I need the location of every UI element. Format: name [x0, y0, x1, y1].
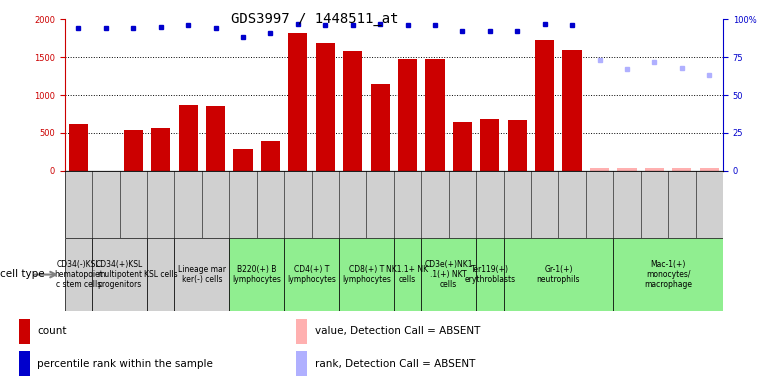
Bar [504, 238, 613, 311]
Bar [284, 238, 339, 311]
Text: cell type: cell type [0, 269, 45, 279]
Bar [480, 119, 499, 171]
Text: Ter119(+)
erythroblasts: Ter119(+) erythroblasts [464, 265, 515, 284]
Text: rank, Detection Call = ABSENT: rank, Detection Call = ABSENT [314, 359, 475, 369]
Bar [65, 171, 723, 238]
Bar [68, 124, 88, 171]
Bar [339, 238, 393, 311]
Bar [371, 84, 390, 171]
Text: Lineage mar
ker(-) cells: Lineage mar ker(-) cells [178, 265, 226, 284]
Bar [699, 168, 719, 171]
Bar [476, 238, 504, 311]
Bar [288, 33, 307, 171]
Bar [393, 238, 422, 311]
Bar [535, 40, 554, 171]
Text: count: count [37, 326, 66, 336]
Text: GDS3997 / 1448511_at: GDS3997 / 1448511_at [231, 12, 399, 25]
Bar [316, 43, 335, 171]
Bar [422, 238, 476, 311]
Bar [617, 168, 636, 171]
Text: NK1.1+ NK
cells: NK1.1+ NK cells [387, 265, 428, 284]
Bar [398, 59, 417, 171]
Text: value, Detection Call = ABSENT: value, Detection Call = ABSENT [314, 326, 480, 336]
Bar [296, 319, 307, 344]
Text: KSL cells: KSL cells [144, 270, 177, 279]
Bar [174, 238, 229, 311]
Text: percentile rank within the sample: percentile rank within the sample [37, 359, 213, 369]
Bar [229, 238, 284, 311]
Text: CD3e(+)NK1
.1(+) NKT
cells: CD3e(+)NK1 .1(+) NKT cells [425, 260, 473, 290]
Bar [343, 51, 362, 171]
Bar [234, 149, 253, 171]
Bar [18, 351, 30, 376]
Bar [562, 50, 581, 171]
Text: B220(+) B
lymphocytes: B220(+) B lymphocytes [232, 265, 281, 284]
Text: Mac-1(+)
monocytes/
macrophage: Mac-1(+) monocytes/ macrophage [644, 260, 692, 290]
Bar [206, 106, 225, 171]
Bar [425, 59, 444, 171]
Bar [645, 168, 664, 171]
Text: CD4(+) T
lymphocytes: CD4(+) T lymphocytes [287, 265, 336, 284]
Bar [672, 168, 692, 171]
Bar [453, 122, 472, 171]
Bar [151, 128, 170, 171]
Bar [123, 130, 143, 171]
Bar [179, 104, 198, 171]
Text: Gr-1(+)
neutrophils: Gr-1(+) neutrophils [537, 265, 580, 284]
Bar [508, 121, 527, 171]
Bar [18, 319, 30, 344]
Bar [296, 351, 307, 376]
Text: CD34(+)KSL
multipotent
progenitors: CD34(+)KSL multipotent progenitors [96, 260, 143, 290]
Bar [147, 238, 174, 311]
Bar [65, 238, 92, 311]
Text: CD8(+) T
lymphocytes: CD8(+) T lymphocytes [342, 265, 391, 284]
Bar [261, 141, 280, 171]
Bar [92, 238, 147, 311]
Text: CD34(-)KSL
hematopoiet
c stem cells: CD34(-)KSL hematopoiet c stem cells [54, 260, 103, 290]
Bar [613, 238, 723, 311]
Bar [590, 168, 609, 171]
